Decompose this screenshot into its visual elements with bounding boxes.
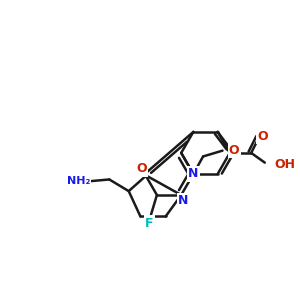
Text: N: N <box>178 194 188 207</box>
Text: OH: OH <box>274 158 296 171</box>
Text: F: F <box>145 217 153 230</box>
Text: O: O <box>257 130 268 143</box>
Text: O: O <box>229 144 239 157</box>
Text: NH₂: NH₂ <box>67 176 90 186</box>
Text: N: N <box>188 167 199 181</box>
Text: O: O <box>136 162 147 175</box>
